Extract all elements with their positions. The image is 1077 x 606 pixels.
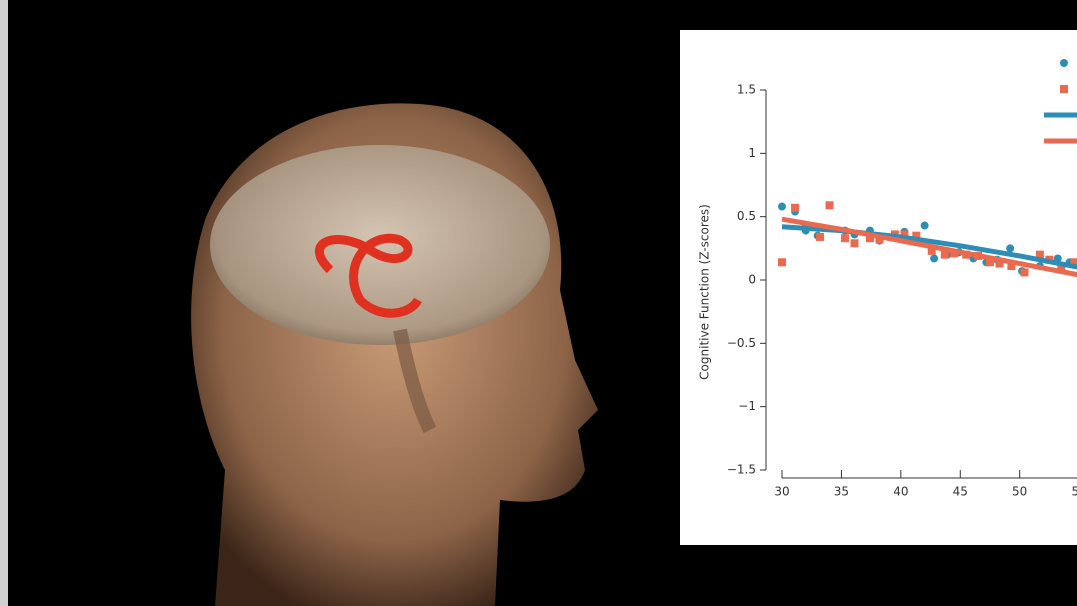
point — [1020, 268, 1028, 276]
y-tick-label: −1.5 — [727, 463, 756, 477]
x-tick-label: 55 — [1071, 485, 1077, 499]
side-strip — [0, 0, 8, 606]
point — [791, 204, 799, 212]
point — [816, 233, 824, 241]
point — [778, 203, 786, 211]
x-tick-label: 35 — [834, 485, 849, 499]
point — [841, 234, 849, 242]
point — [1006, 244, 1014, 252]
x-tick-label: 50 — [1012, 485, 1027, 499]
y-tick-label: 0.5 — [737, 209, 756, 223]
chart: Cognitive Function (Z-scores) 1.5 1 0.5 0 −0… — [680, 30, 1077, 545]
y-tick-label: −1 — [738, 399, 756, 413]
x-tick-label: 40 — [893, 485, 908, 499]
point — [778, 258, 786, 266]
x-tick-label: 30 — [774, 485, 789, 499]
point — [826, 201, 834, 209]
x-tick-label: 45 — [953, 485, 968, 499]
point — [850, 239, 858, 247]
point — [930, 254, 938, 262]
legend-swatch — [1060, 85, 1068, 93]
fit-line — [782, 219, 1077, 275]
y-axis-label: Cognitive Function (Z-scores) — [698, 204, 712, 380]
point — [921, 222, 929, 230]
legend-swatch — [1060, 59, 1068, 67]
y-tick-label: 0 — [748, 273, 756, 287]
y-tick-label: −0.5 — [727, 336, 756, 350]
page: Cognitive Function (Z-scores) 1.5 1 0.5 0 −0… — [0, 0, 1077, 606]
y-tick-label: 1.5 — [737, 83, 756, 97]
y-tick-label: 1 — [748, 146, 756, 160]
